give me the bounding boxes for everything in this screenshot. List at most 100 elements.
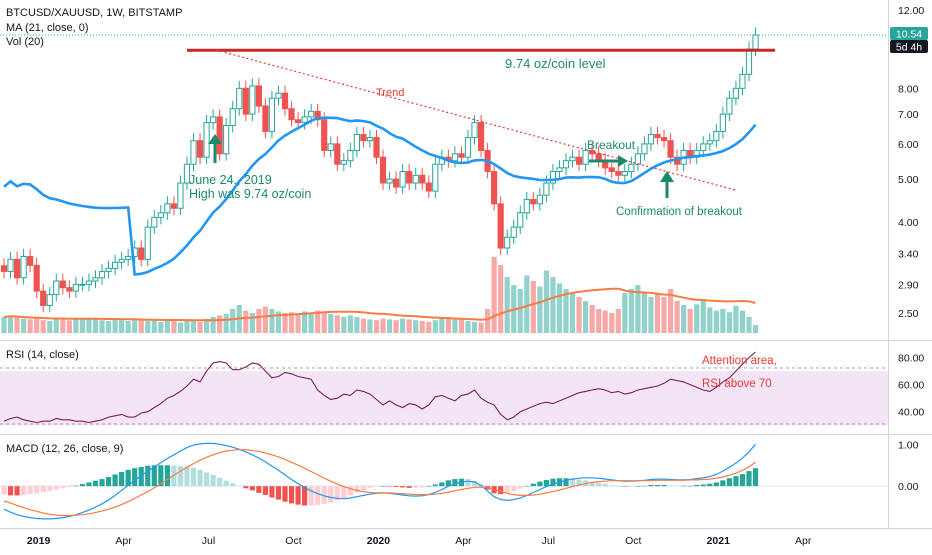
- candle: [0, 258, 8, 279]
- volume-bar: [484, 309, 491, 333]
- volume-bar: [34, 318, 40, 333]
- volume-bar: [667, 289, 674, 333]
- candle: [700, 136, 707, 158]
- volume-bar: [452, 318, 458, 333]
- macd-histogram-bar: [687, 485, 693, 487]
- candle: [451, 146, 459, 168]
- symbol-title: BTCUSD/XAUUSD, 1W, BITSTAMP: [6, 7, 182, 19]
- macd-histogram-bar: [471, 480, 478, 487]
- candle: [366, 129, 374, 148]
- macd-histogram-bar: [321, 486, 327, 504]
- time-tick-label: Oct: [285, 535, 301, 547]
- candle: [249, 78, 256, 121]
- candle: [491, 163, 498, 211]
- candle: [281, 85, 289, 116]
- volume-bar: [105, 321, 112, 333]
- macd-histogram-bar: [530, 483, 536, 487]
- macd-histogram-bar: [635, 486, 641, 487]
- macd-histogram-bar: [347, 486, 353, 496]
- volume-bar: [367, 319, 373, 333]
- candle: [85, 273, 93, 292]
- candle: [223, 117, 230, 161]
- macd-histogram-bar: [354, 486, 360, 493]
- candle: [425, 175, 432, 198]
- volume-bar: [707, 307, 713, 333]
- candle: [164, 196, 171, 220]
- candle: [340, 153, 347, 172]
- volume-bar: [556, 283, 563, 333]
- candle: [562, 153, 570, 175]
- volume-bar: [700, 299, 706, 333]
- macd-histogram-bar: [426, 486, 432, 487]
- volume-bar: [47, 321, 53, 333]
- macd-histogram-bar: [40, 486, 46, 493]
- candle: [275, 85, 282, 106]
- macd-axis: 1.00 0.00: [898, 439, 919, 493]
- candle: [72, 276, 79, 298]
- macd-histogram-bar: [504, 486, 510, 494]
- volume-bar: [92, 319, 99, 333]
- rsi-note-line1: Attention area,: [702, 355, 777, 367]
- candle: [98, 263, 106, 285]
- candle: [569, 149, 576, 168]
- time-tick-label: Oct: [625, 535, 641, 547]
- countdown-value: 5d 4h: [896, 42, 922, 54]
- volume-legend: Vol (20): [6, 36, 44, 48]
- macd-histogram-bar: [47, 486, 53, 491]
- volume-bar: [66, 320, 72, 333]
- macd-histogram-bar: [707, 483, 713, 487]
- volume-bar: [334, 315, 340, 333]
- candle: [360, 126, 367, 148]
- macd-legend: MACD (12, 26, close, 9): [6, 443, 123, 455]
- candle: [406, 163, 413, 190]
- macd-histogram-bar: [105, 476, 112, 487]
- macd-histogram-bar: [164, 465, 170, 487]
- volume-bar: [498, 265, 504, 333]
- rsi-tick-label: 40.00: [898, 407, 924, 419]
- volume-bar: [687, 309, 693, 333]
- macd-histogram-bar: [308, 486, 314, 506]
- volume-bar: [628, 289, 634, 333]
- macd-histogram-bar: [125, 469, 131, 487]
- macd-histogram-bar: [243, 486, 249, 489]
- macd-histogram: [1, 465, 759, 506]
- candle: [536, 187, 543, 211]
- macd-histogram-bar: [498, 486, 504, 495]
- ma-21-line: [3, 116, 757, 276]
- volume-bar: [615, 309, 621, 333]
- volume-bar: [720, 309, 726, 333]
- macd-histogram-bar: [315, 486, 321, 506]
- candle: [497, 196, 504, 255]
- candle: [412, 167, 419, 190]
- macd-histogram-bar: [282, 486, 288, 502]
- volume-bar: [190, 320, 197, 333]
- volume-bar: [288, 312, 295, 333]
- candle: [170, 196, 178, 216]
- macd-histogram-bar: [275, 486, 282, 500]
- macd-histogram-bar: [419, 486, 425, 488]
- volume-bar: [243, 310, 249, 333]
- candle: [210, 109, 217, 130]
- last-price-value: 10.54: [896, 29, 922, 41]
- macd-histogram-bar: [569, 478, 576, 487]
- macd-histogram-bar: [302, 486, 308, 506]
- macd-histogram-bar: [256, 486, 262, 493]
- candle: [582, 142, 589, 172]
- volume-bar: [413, 320, 419, 333]
- candle: [7, 251, 14, 279]
- macd-histogram-bar: [14, 486, 20, 496]
- macd-histogram-bar: [648, 484, 654, 487]
- volume-bar: [517, 289, 523, 333]
- volume-bar: [426, 321, 432, 333]
- macd-histogram-bar: [92, 480, 99, 487]
- volume-bar: [596, 309, 602, 333]
- volume-bar: [739, 310, 746, 333]
- volume-bar: [726, 312, 732, 333]
- volume-bar: [79, 319, 86, 333]
- macd-tick-label: 0.00: [898, 481, 919, 493]
- macd-histogram-bar: [1, 486, 7, 495]
- price-tick-label: 2.50: [898, 308, 919, 320]
- volume-bar: [230, 309, 236, 333]
- time-tick-label: Jul: [542, 535, 555, 547]
- volume-bar: [465, 321, 471, 333]
